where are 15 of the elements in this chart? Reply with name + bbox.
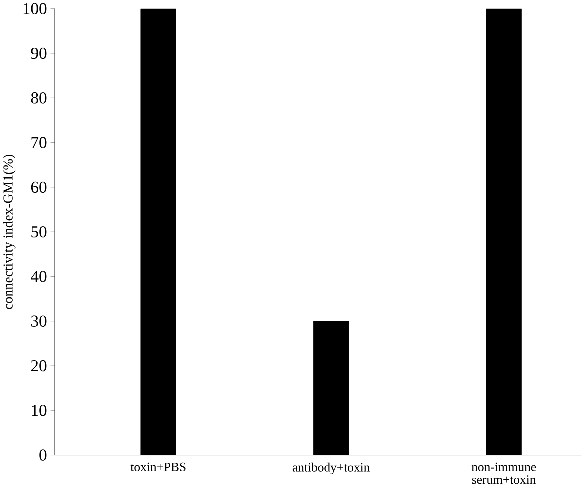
y-tick-label: 80 bbox=[31, 92, 47, 104]
y-axis-title: connectivity index-GM1(%) bbox=[3, 154, 16, 310]
x-tick-label: toxin+PBS bbox=[130, 462, 186, 472]
y-tick-label: 100 bbox=[24, 3, 47, 14]
y-tick-label: 60 bbox=[31, 182, 47, 193]
x-tick-label: antibody+toxin bbox=[292, 462, 370, 474]
y-tick-label: 70 bbox=[32, 136, 47, 148]
y-tick-label: 20 bbox=[31, 360, 47, 372]
x-tick-label: non-immune serum+toxin bbox=[472, 462, 536, 484]
y-tick-label: 10 bbox=[32, 404, 47, 416]
y-tick-label: 30 bbox=[32, 316, 47, 327]
y-tick-label: 90 bbox=[31, 48, 47, 59]
y-tick-label: 40 bbox=[31, 270, 47, 282]
y-tick-label: 50 bbox=[32, 226, 47, 238]
y-tick-label: 0 bbox=[40, 449, 47, 461]
